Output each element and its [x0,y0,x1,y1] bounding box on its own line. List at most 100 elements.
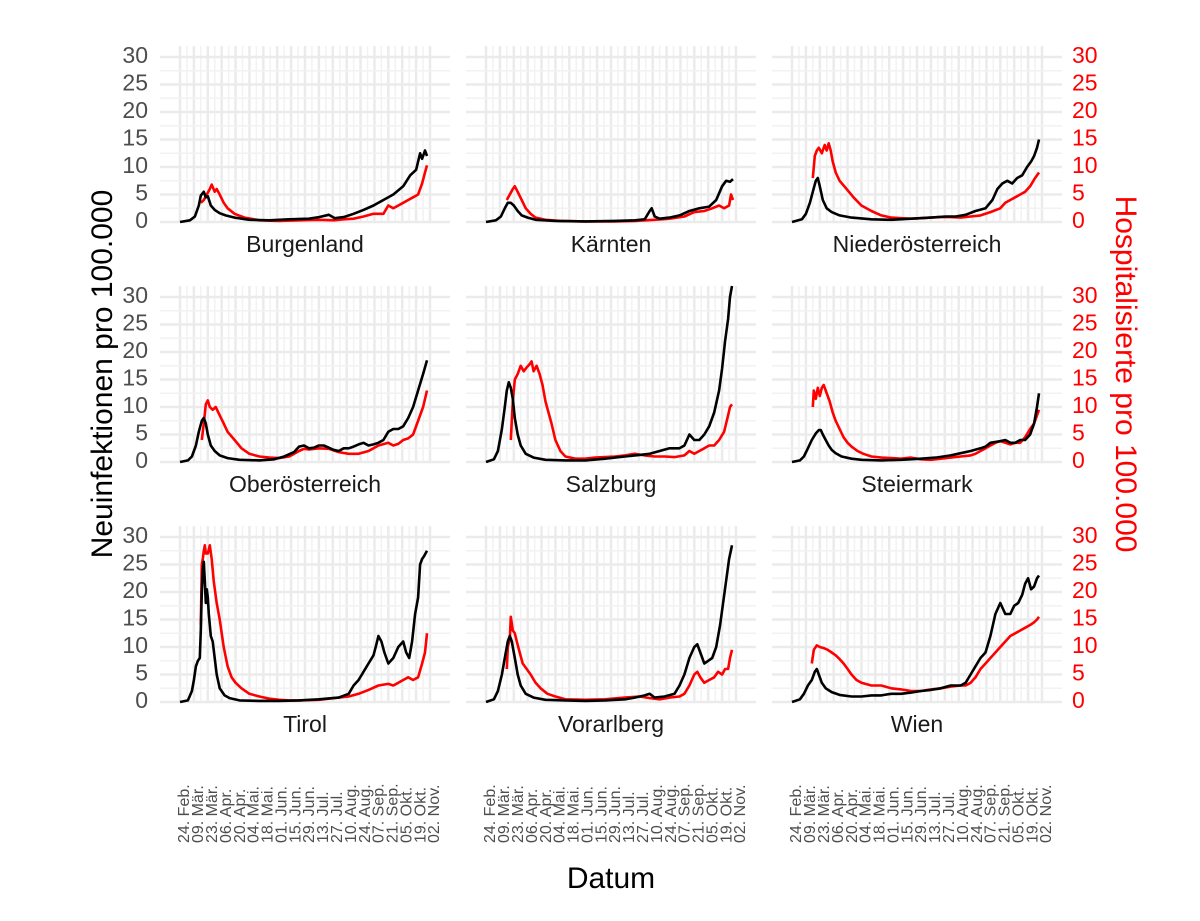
y-tick-label-right: 20 [1072,577,1098,603]
x-tick-label: 01. Jun. [273,786,290,843]
x-tick-label: 19. Okt. [1024,787,1041,843]
y-tick-label-left: 15 [122,605,148,631]
x-tick-label: 24. Aug. [663,784,680,843]
y-tick-label-right: 30 [1072,42,1098,68]
x-date-labels-col-3: 24. Feb.09. Mär.23. Mär.06. Apr.20. Apr.… [788,783,1055,843]
panel-label-salzburg: Salzburg [566,471,657,497]
x-date-labels-col-2: 24. Feb.09. Mär.23. Mär.06. Apr.20. Apr.… [482,783,749,843]
x-tick-label: 19. Okt. [718,787,735,843]
x-tick-label: 24. Aug. [969,784,986,843]
y-tick-label-right: 25 [1072,70,1098,96]
x-tick-label: 15. Jun. [593,786,610,843]
x-tick-label: 15. Jun. [287,786,304,843]
x-tick-label: 23. Mär. [510,785,527,843]
x-tick-label: 29. Jun. [913,786,930,843]
series-line-neuinfektionen [485,545,734,704]
y-tick-label-left: 0 [135,207,148,233]
series-line-hospitalisierte [199,164,429,223]
y-tick-label-right: 10 [1072,152,1098,178]
x-tick-label: 29. Jun. [301,786,318,843]
panel-label-kärnten: Kärnten [571,231,652,257]
x-tick-label: 21. Sep. [997,783,1014,843]
panel-vorarlberg: Vorarlberg [466,526,756,737]
y-tick-label-right: 10 [1072,632,1098,658]
y-tick-label-right: 15 [1072,365,1098,391]
y-tick-label-left: 5 [135,660,148,686]
series-line-neuinfektionen [485,285,734,464]
panel-salzburg: Salzburg [466,285,756,497]
x-tick-label: 07. Sep. [983,783,1000,843]
x-tick-label: 10. Aug. [649,784,666,843]
series-line-neuinfektionen [179,359,429,464]
x-tick-label: 20. Apr. [844,789,861,843]
x-tick-label: 27. Jul. [329,791,346,843]
x-tick-label: 27. Jul. [941,791,958,843]
x-tick-label: 20. Apr. [538,789,555,843]
y-tick-label-left: 20 [122,577,148,603]
x-tick-label: 02. Nov. [732,785,749,843]
x-tick-label: 15. Jun. [899,786,916,843]
x-tick-label: 05. Okt. [1010,787,1027,843]
x-tick-label: 05. Okt. [398,787,415,843]
x-axis-title: Datum [567,862,655,895]
x-tick-label: 01. Jun. [885,786,902,843]
y-tick-label-left: 10 [122,152,148,178]
x-tick-label: 10. Aug. [343,784,360,843]
x-tick-label: 19. Okt. [412,787,429,843]
y-tick-label-right: 5 [1072,420,1085,446]
x-tick-label: 24. Feb. [482,784,499,843]
y-tick-label-right: 15 [1072,605,1098,631]
y-tick-label-left: 25 [122,550,148,576]
x-tick-label: 13. Jul. [927,791,944,843]
y-tick-label-left: 10 [122,632,148,658]
panel-grid [466,46,756,224]
panel-grid [160,46,450,224]
y-tick-label-left: 5 [135,180,148,206]
x-tick-label: 13. Jul. [315,791,332,843]
y-tick-label-right: 25 [1072,550,1098,576]
y-tick-label-left: 15 [122,125,148,151]
x-tick-label: 09. Mär. [802,785,819,843]
y-tick-label-left: 25 [122,310,148,336]
panel-grid [160,286,450,464]
panel-label-tirol: Tirol [283,711,327,737]
x-tick-label: 09. Mär. [190,785,207,843]
y-tick-label-right: 15 [1072,125,1098,151]
x-tick-label: 24. Feb. [788,784,805,843]
y-tick-label-left: 30 [122,42,148,68]
x-tick-label: 13. Jul. [621,791,638,843]
y-tick-label-left: 0 [135,447,148,473]
y-tick-label-right: 10 [1072,392,1098,418]
x-tick-label: 23. Mär. [204,785,221,843]
x-tick-label: 24. Aug. [357,784,374,843]
x-tick-label: 07. Sep. [371,783,388,843]
y-tick-label-left: 20 [122,337,148,363]
x-tick-label: 04. Mai. [246,786,263,843]
series-line-neuinfektionen [791,393,1041,464]
series-line-neuinfektionen [791,139,1041,224]
y-tick-label-right: 30 [1072,282,1098,308]
panel-label-wien: Wien [891,711,943,737]
panel-kärnten: Kärnten [466,46,756,257]
x-tick-label: 29. Jun. [607,786,624,843]
series-line-neuinfektionen [791,574,1041,704]
panel-label-steiermark: Steiermark [861,471,973,497]
y-tick-label-right: 0 [1072,447,1085,473]
x-tick-label: 18. Mai. [872,786,889,843]
x-tick-label: 06. Apr. [218,789,235,843]
x-tick-label: 18. Mai. [566,786,583,843]
panel-label-niederösterreich: Niederösterreich [833,231,1002,257]
y-tick-label-left: 25 [122,70,148,96]
panel-grid [466,526,756,704]
x-tick-label: 21. Sep. [385,783,402,843]
x-tick-label: 04. Mai. [552,786,569,843]
y-axis-title-left: Neuinfektionen pro 100.000 [86,190,119,559]
y-tick-label-right: 25 [1072,310,1098,336]
panel-label-vorarlberg: Vorarlberg [558,711,664,737]
x-tick-label: 02. Nov. [1038,785,1055,843]
